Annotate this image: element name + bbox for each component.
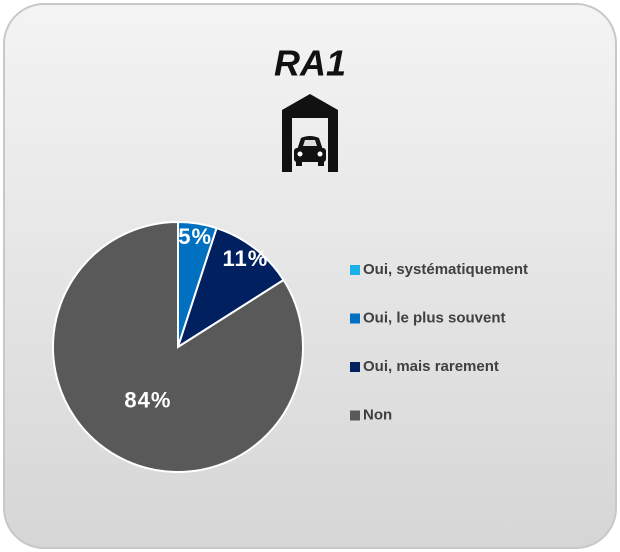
data-label: 84% [124,388,171,413]
pie-slice [52,220,304,473]
legend-swatch [350,410,360,421]
legend-label: Oui, le plus souvent [363,309,506,326]
data-label: 5% [178,224,212,249]
legend-label: Oui, systématiquement [363,261,528,278]
legend-label: Oui, mais rarement [363,358,499,375]
legend-swatch [350,265,360,275]
garage-icon [282,94,338,172]
legend-swatch [350,362,360,372]
legend-label: Non [363,406,392,423]
legend-swatch [350,313,360,324]
pie-slice [176,226,285,350]
chart-title: RA1 [274,43,346,84]
data-label: 11% [223,246,269,271]
